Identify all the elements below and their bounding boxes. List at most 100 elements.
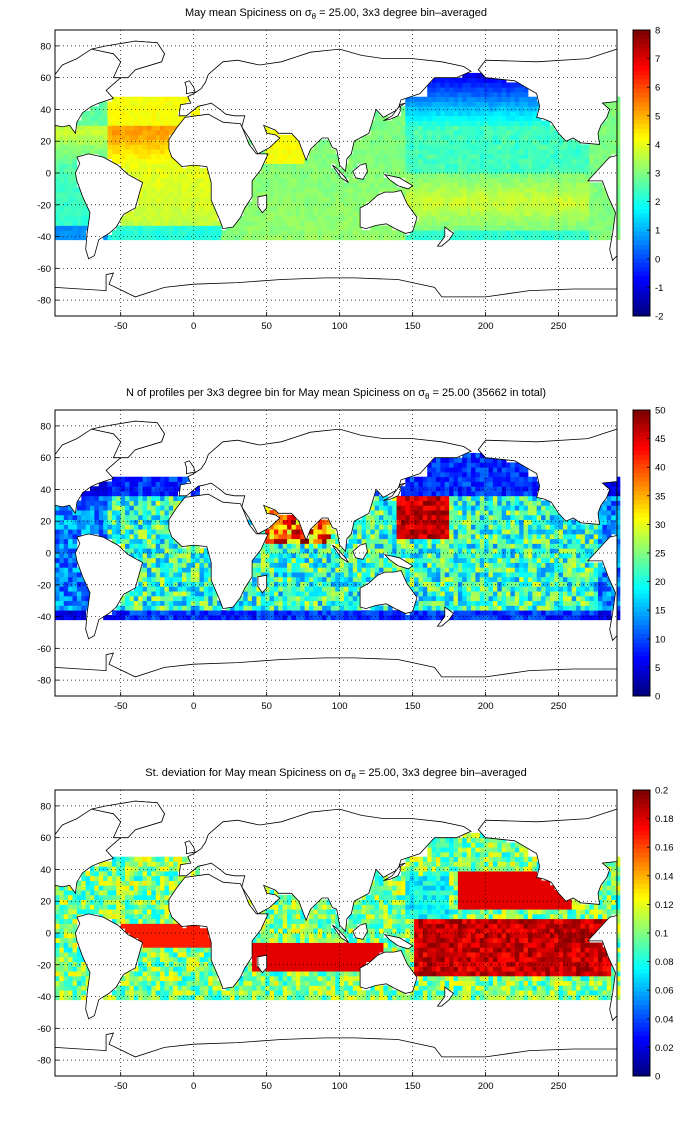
heatmap-cell — [576, 187, 581, 193]
heatmap-cell — [208, 581, 214, 587]
heatmap-cell — [471, 192, 476, 198]
heatmap-cell — [151, 529, 157, 535]
heatmap-cell — [444, 591, 450, 597]
heatmap-cell — [208, 614, 214, 621]
heatmap-cell — [400, 533, 406, 540]
heatmap-cell — [440, 524, 446, 530]
heatmap-cell — [523, 101, 529, 107]
heatmap-cell — [475, 505, 481, 511]
heatmap-cell — [59, 196, 65, 202]
heatmap-cell — [409, 495, 415, 501]
heatmap-cell — [173, 614, 179, 621]
heatmap-cell — [475, 467, 481, 473]
heatmap-cell — [409, 187, 415, 193]
heatmap-cell — [300, 533, 306, 540]
heatmap-cell — [379, 614, 384, 621]
heatmap-cell — [383, 514, 389, 521]
heatmap-cell — [418, 591, 424, 597]
y-tick-label: -60 — [37, 264, 51, 275]
heatmap-cell — [484, 125, 489, 131]
heatmap-cell — [138, 153, 143, 160]
heatmap-cell — [155, 514, 161, 521]
heatmap-cell — [492, 234, 498, 241]
heatmap-cell — [361, 201, 367, 207]
heatmap-cell — [514, 215, 520, 222]
heatmap-cell — [173, 173, 179, 179]
heatmap-cell — [68, 130, 73, 136]
heatmap-cell — [160, 187, 165, 193]
heatmap-cell — [164, 614, 170, 621]
heatmap-cell — [488, 77, 494, 83]
heatmap-cell — [313, 605, 319, 611]
heatmap-cell — [142, 182, 148, 188]
heatmap-cell — [510, 96, 516, 102]
heatmap-cell — [265, 125, 270, 131]
heatmap-cell — [449, 595, 454, 602]
heatmap-cell — [453, 510, 459, 516]
heatmap-cell — [567, 225, 573, 231]
heatmap-cell — [72, 572, 78, 578]
heatmap-cell — [146, 486, 152, 492]
heatmap-cell — [567, 168, 573, 174]
heatmap-cell — [125, 519, 130, 525]
heatmap-cell — [418, 125, 424, 131]
heatmap-cell — [471, 529, 476, 535]
heatmap-cell — [466, 96, 472, 102]
heatmap-cell — [186, 177, 192, 183]
heatmap-cell — [418, 562, 424, 568]
heatmap-cell — [330, 553, 336, 559]
heatmap-cell — [278, 576, 284, 582]
heatmap-cell — [151, 491, 157, 497]
heatmap-cell — [440, 543, 446, 549]
heatmap-cell — [532, 130, 538, 136]
heatmap-cell — [111, 149, 117, 155]
heatmap-cell — [138, 495, 143, 501]
heatmap-cell — [313, 149, 319, 155]
heatmap-cell — [335, 182, 341, 188]
heatmap-cell — [173, 111, 179, 117]
heatmap-cell — [400, 524, 406, 530]
heatmap-cell — [146, 215, 152, 222]
heatmap-cell — [466, 614, 472, 621]
heatmap-cell — [155, 130, 161, 136]
heatmap-cell — [479, 595, 485, 602]
heatmap-cell — [164, 519, 170, 525]
heatmap-cell — [471, 130, 476, 136]
heatmap-cell — [291, 201, 297, 207]
heatmap-cell — [387, 524, 393, 530]
heatmap-cell — [190, 576, 196, 582]
heatmap-cell — [256, 215, 262, 222]
heatmap-cell — [427, 591, 433, 597]
heatmap-cell — [488, 163, 494, 169]
heatmap-cell — [444, 514, 450, 521]
heatmap-cell — [111, 614, 117, 621]
heatmap-cell — [317, 230, 323, 236]
heatmap-cell — [523, 168, 529, 174]
heatmap-cell — [370, 130, 376, 136]
heatmap-cell — [308, 153, 314, 160]
heatmap-cell — [580, 187, 586, 193]
heatmap-cell — [576, 211, 581, 217]
heatmap-cell — [300, 557, 306, 563]
heatmap-cell — [103, 130, 108, 136]
heatmap-cell — [155, 125, 161, 131]
heatmap-cell — [98, 149, 104, 155]
heatmap-cell — [295, 139, 301, 145]
heatmap-cell — [562, 139, 568, 145]
heatmap-cell — [138, 586, 143, 592]
heatmap-cell — [252, 211, 257, 217]
heatmap-cell — [252, 230, 257, 236]
heatmap-cell — [523, 187, 529, 193]
heatmap-cell — [545, 134, 551, 141]
heatmap-cell — [392, 163, 397, 169]
heatmap-cell — [484, 543, 489, 549]
heatmap-cell — [510, 163, 516, 169]
heatmap-cell — [484, 163, 489, 169]
heatmap-cell — [76, 595, 82, 602]
heatmap-cell — [63, 215, 69, 222]
heatmap-cell — [427, 481, 433, 487]
heatmap-cell — [339, 576, 345, 582]
heatmap-cell — [352, 605, 358, 611]
heatmap-cell — [208, 600, 214, 606]
heatmap-cell — [383, 548, 389, 554]
